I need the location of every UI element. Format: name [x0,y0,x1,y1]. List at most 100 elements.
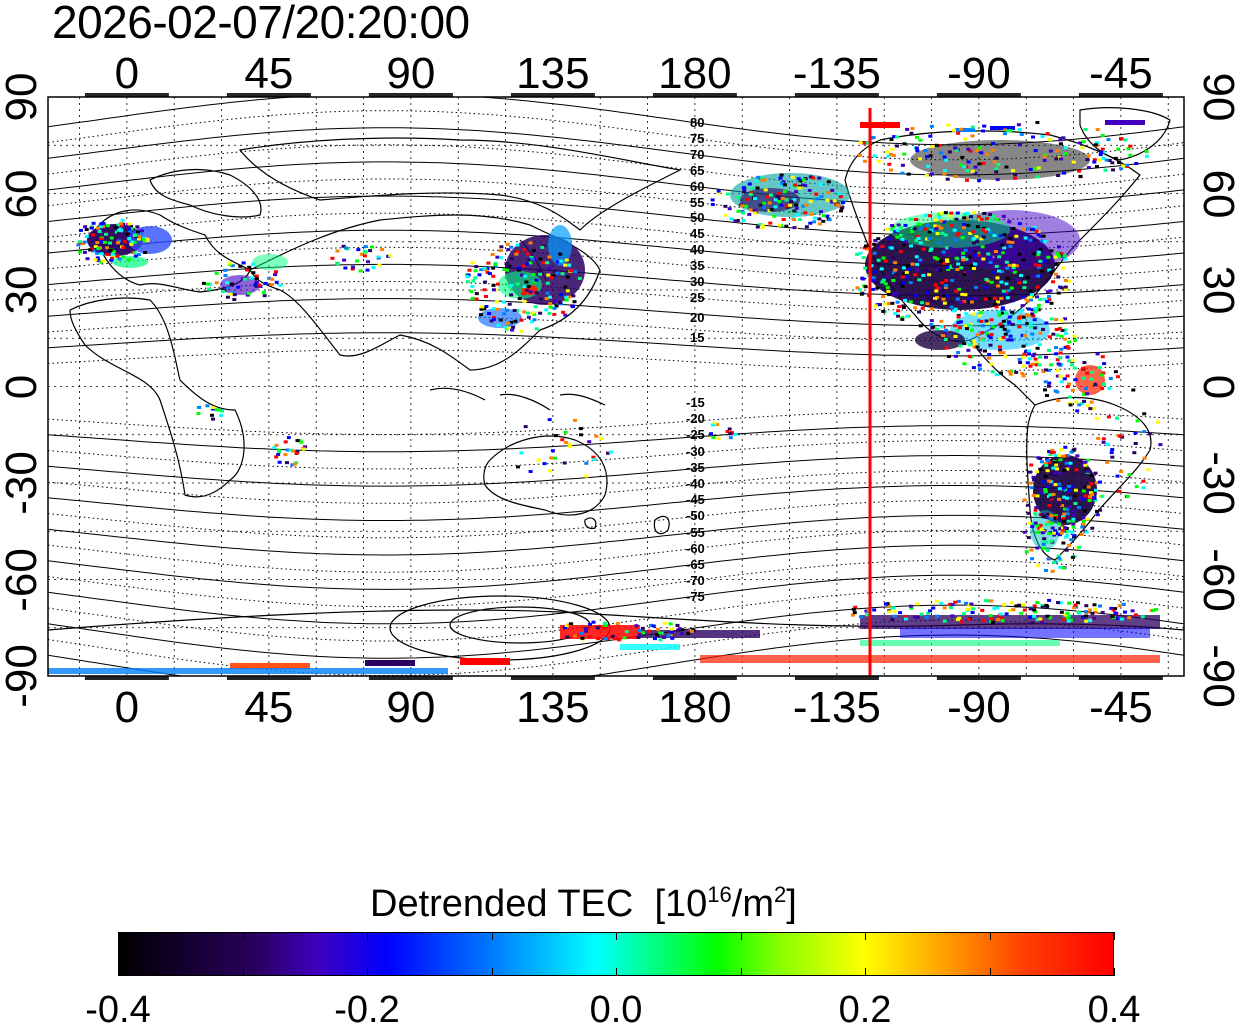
tec-data-point [1085,371,1090,375]
tec-data-point [1088,495,1093,499]
tec-data-point [935,257,940,261]
tec-data-point [1041,234,1046,238]
tec-data-point [1102,362,1107,366]
tec-data-point [942,169,947,172]
tec-data-point [725,192,730,196]
contour-label-south: -20 [686,411,705,427]
tec-data-point [964,601,969,605]
tec-data-point [956,262,961,266]
tec-data-point [111,249,116,253]
tec-data-point [1101,440,1106,444]
tec-data-point [1049,317,1054,321]
tec-data-point [891,279,896,282]
colorbar-unit-exponent-2: 2 [773,882,787,907]
tec-data-point [850,613,855,617]
contour-label-north: 70 [690,146,705,162]
tec-data-point [939,226,944,230]
tec-data-point [230,264,235,268]
tec-data-point [1064,288,1069,291]
tec-data-point [1072,334,1077,338]
tec-data-point [1040,135,1045,139]
tec-data-point [956,599,961,603]
tec-data-point [1059,448,1063,452]
tec-data-point [890,224,895,227]
tec-data-point [984,230,989,234]
longitude-frame-tick [510,676,595,680]
tec-data-point [1021,227,1026,231]
tec-data-point [226,286,231,290]
tec-data-point [1073,502,1078,505]
tec-data-point [1053,514,1058,518]
tec-data-point [1054,352,1059,356]
tec-data-point [881,256,886,260]
tec-data-point [1081,140,1086,144]
tec-data-point [910,262,915,266]
tec-data-point [1023,297,1028,301]
contour-label-south: -45 [686,492,705,508]
tec-data-point [110,252,115,256]
tec-data-point [1045,261,1049,265]
tec-data-point [526,252,531,256]
tec-data-point [547,418,552,422]
tec-data-point [267,276,272,280]
tec-data-point [1036,564,1041,568]
tec-data-point [916,237,921,240]
tec-data-point [1097,158,1102,162]
tec-data-point [970,328,974,332]
tec-data-point [544,297,549,300]
tec-data-point [1034,363,1039,367]
tec-data-point [564,298,569,302]
tec-data-point [1033,357,1038,361]
tec-data-point [196,412,201,416]
tec-data-point [754,179,759,183]
tec-data-point [1009,286,1014,290]
tec-data-point [1080,402,1085,405]
tec-data-point [725,430,730,433]
contour-label-north: 35 [690,258,705,274]
tec-data-point [78,228,83,232]
tec-data-point [285,461,289,465]
tec-data-point [936,241,941,245]
tec-data-point [129,242,134,246]
tec-data-point [1046,557,1051,561]
tec-data-point [742,188,747,192]
tec-data-point [1005,129,1010,133]
contour-label-south: -55 [686,524,705,540]
tec-data-point [1056,399,1061,402]
tec-data-point [207,287,212,291]
tec-data-point [591,620,596,624]
tec-data-point [647,629,652,633]
tec-data-point [937,286,942,290]
tec-data-point [961,612,966,616]
tec-data-point [1047,294,1051,298]
tec-data-point [777,223,782,227]
tec-data-point [1005,256,1010,260]
tec-data-point [1001,214,1006,218]
tec-data-point [1025,299,1030,303]
tec-data-point [957,287,962,291]
tec-data-point [976,251,981,255]
tec-data-point [944,328,949,332]
tec-data-point [796,177,801,181]
tec-data-point [98,225,103,229]
tec-data-point [1057,497,1062,501]
tec-data-point [994,373,999,377]
tec-data-point [1044,368,1049,372]
tec-data-point [93,258,98,262]
tec-data-point [890,618,895,622]
tec-data-point [1030,312,1035,316]
tec-data-point [953,335,958,338]
tec-data-point [105,246,110,250]
tec-data-point [668,622,673,626]
tec-data-point [952,128,956,132]
tec-data-point [881,295,886,299]
tec-data-point [982,211,987,215]
tec-data-point [1086,458,1090,462]
tec-data-point [278,283,283,287]
tec-data-point [986,252,991,256]
tec-data-point [1049,521,1054,525]
tec-data-point [979,151,984,155]
tec-data-point [579,433,583,437]
tec-data-point [482,266,487,270]
tec-data-point [1067,279,1072,283]
